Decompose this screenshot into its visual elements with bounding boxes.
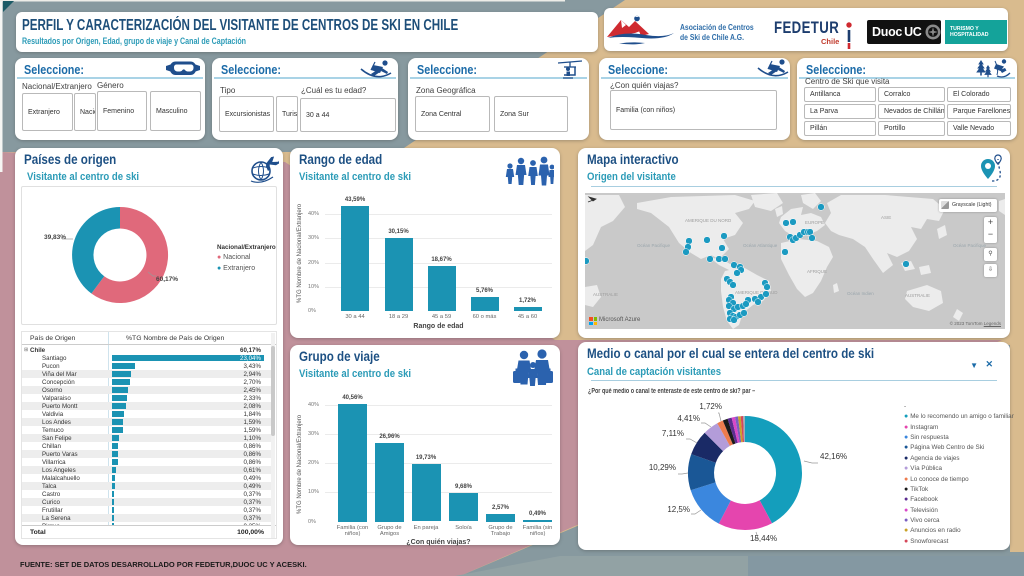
svg-text:AUSTRALIE: AUSTRALIE <box>905 293 930 298</box>
svg-text:AMERIQUE DU NORD: AMERIQUE DU NORD <box>685 218 732 223</box>
svg-text:AFRIQUE: AFRIQUE <box>807 269 827 274</box>
svg-text:Océan Pacifique: Océan Pacifique <box>953 243 987 248</box>
svg-text:ASIE: ASIE <box>881 215 891 220</box>
svg-text:EUROPE: EUROPE <box>805 220 824 225</box>
svg-text:Océan Pacifique: Océan Pacifique <box>637 243 671 248</box>
svg-text:AUSTRALIE: AUSTRALIE <box>593 292 618 297</box>
svg-text:Océan Indien: Océan Indien <box>847 291 874 296</box>
svg-text:AMERIQUE DU SUD: AMERIQUE DU SUD <box>735 290 778 295</box>
svg-text:Océan Atlantique: Océan Atlantique <box>743 243 778 248</box>
